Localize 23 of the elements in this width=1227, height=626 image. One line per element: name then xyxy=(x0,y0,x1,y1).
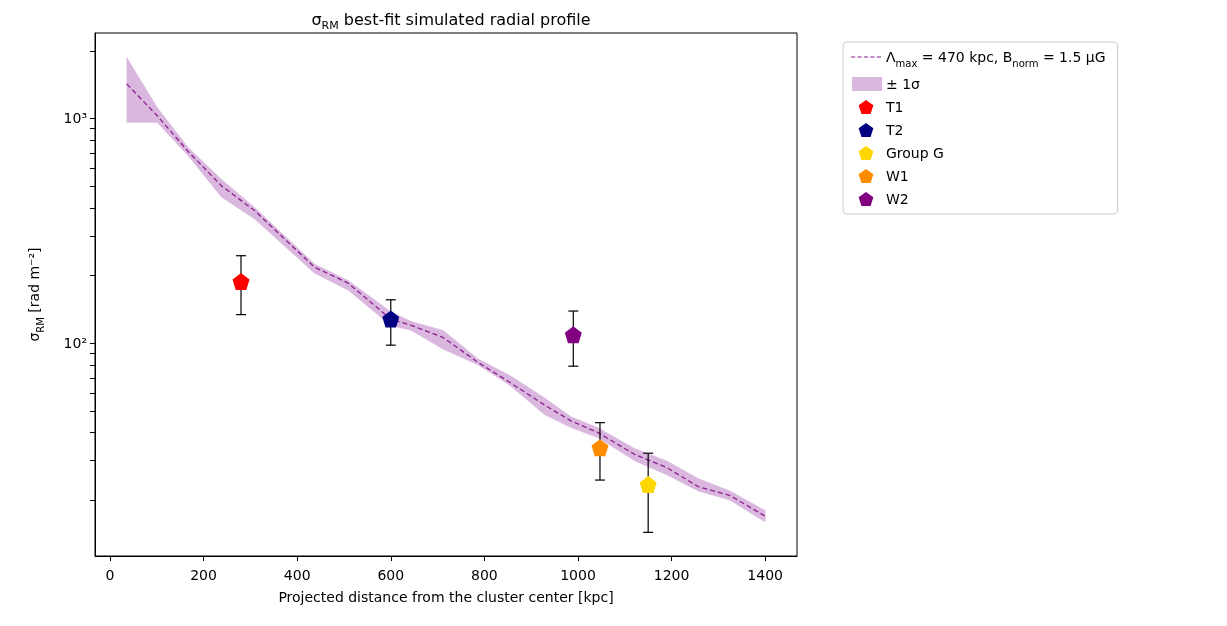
y-axis-title: σRM [rad m⁻²] xyxy=(26,247,46,342)
x-tick-label: 600 xyxy=(377,567,405,583)
legend-label: W2 xyxy=(886,191,909,207)
x-tick-label: 1400 xyxy=(747,567,783,583)
legend-label: T1 xyxy=(885,99,904,115)
text: ± 1σ xyxy=(886,76,921,92)
y-tick-label: 10³ xyxy=(63,110,87,127)
point xyxy=(232,273,250,291)
point xyxy=(639,476,657,494)
x-tick-label: 1200 xyxy=(653,567,690,583)
legend-label: Group G xyxy=(886,145,944,161)
legend-label: W1 xyxy=(886,168,909,184)
legend-label: T2 xyxy=(885,122,904,138)
x-tick-label: 400 xyxy=(283,567,311,583)
x-tick-label: 1000 xyxy=(560,567,596,583)
y-tick-label: 10² xyxy=(63,335,87,352)
x-tick-label: 800 xyxy=(471,567,498,583)
x-axis-title: Projected distance from the cluster center [kpc] xyxy=(278,589,614,605)
point xyxy=(382,310,400,328)
point xyxy=(591,439,609,457)
x-tick-label: 0 xyxy=(105,567,115,583)
point xyxy=(564,326,582,344)
x-tick-label: 200 xyxy=(190,567,217,583)
